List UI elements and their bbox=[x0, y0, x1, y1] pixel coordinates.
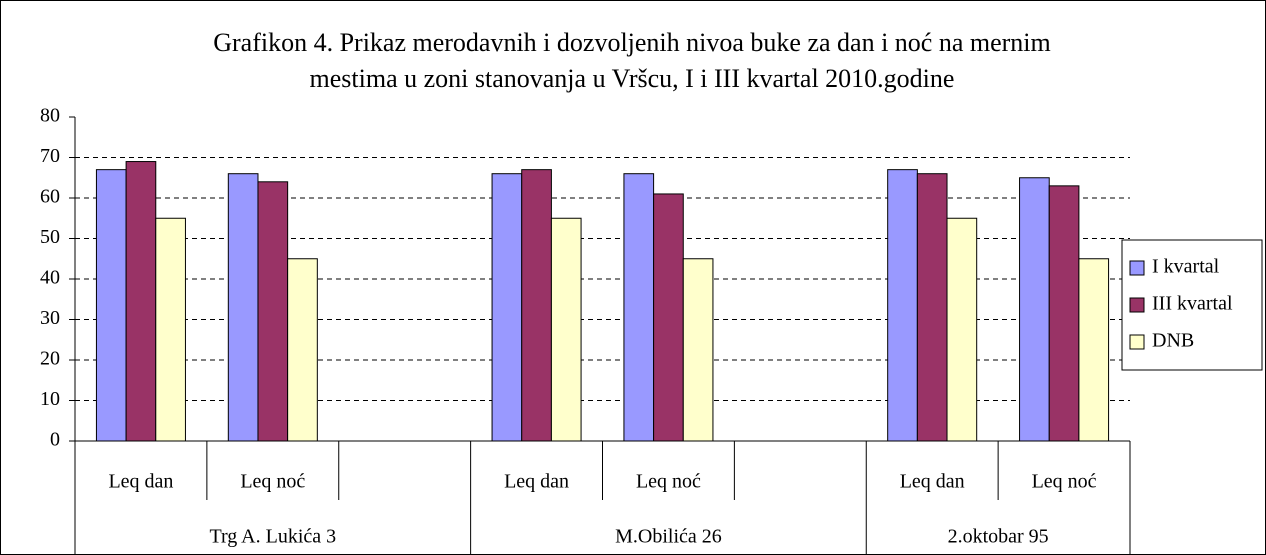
bar bbox=[916, 173, 948, 442]
y-tick-label: 40 bbox=[40, 267, 60, 289]
legend-box bbox=[1121, 239, 1263, 371]
bar bbox=[623, 173, 655, 442]
chart-title: Grafikon 4. Prikaz merodavnih i dozvolje… bbox=[213, 28, 1051, 57]
legend-label: I kvartal bbox=[1152, 256, 1220, 278]
y-tick-label: 50 bbox=[40, 226, 60, 248]
y-tick-label: 80 bbox=[40, 105, 60, 127]
legend-swatch bbox=[1129, 334, 1145, 350]
x-tick-label: Leq noć bbox=[636, 471, 701, 493]
x-tick-label: Leq dan bbox=[504, 471, 569, 493]
group-label: Trg A. Lukića 3 bbox=[209, 526, 336, 548]
bar bbox=[125, 161, 157, 442]
bar bbox=[227, 173, 259, 442]
y-tick-label: 10 bbox=[40, 388, 60, 410]
bar bbox=[550, 217, 582, 442]
bar bbox=[287, 258, 318, 442]
y-tick-label: 60 bbox=[40, 186, 60, 208]
x-tick-label: Leq dan bbox=[108, 471, 173, 493]
bar bbox=[1019, 177, 1050, 442]
chart-title: mestima u zoni stanovanja u Vršcu, I i I… bbox=[310, 64, 955, 93]
bar bbox=[1078, 258, 1110, 442]
bar bbox=[521, 169, 552, 442]
bar bbox=[653, 193, 684, 442]
bar bbox=[946, 217, 978, 442]
legend-label: DNB bbox=[1152, 330, 1194, 352]
bar bbox=[155, 217, 186, 442]
y-tick-label: 20 bbox=[40, 348, 60, 370]
bar bbox=[257, 181, 289, 442]
x-tick-label: Leq noć bbox=[240, 471, 305, 493]
y-tick-label: 30 bbox=[40, 307, 60, 329]
group-label: 2.oktobar 95 bbox=[948, 526, 1049, 548]
bar bbox=[95, 169, 127, 442]
x-tick-label: Leq noć bbox=[1032, 471, 1097, 493]
legend-swatch bbox=[1129, 297, 1145, 313]
y-tick-label: 70 bbox=[40, 145, 60, 167]
bar bbox=[887, 169, 918, 442]
x-tick-label: Leq dan bbox=[900, 471, 965, 493]
y-tick-label: 0 bbox=[50, 429, 60, 451]
group-label: M.Obilića 26 bbox=[615, 526, 722, 548]
bar bbox=[1048, 185, 1080, 442]
bar bbox=[682, 258, 714, 442]
legend-label: III kvartal bbox=[1152, 293, 1233, 315]
bar bbox=[491, 173, 523, 442]
legend-swatch bbox=[1129, 260, 1145, 276]
